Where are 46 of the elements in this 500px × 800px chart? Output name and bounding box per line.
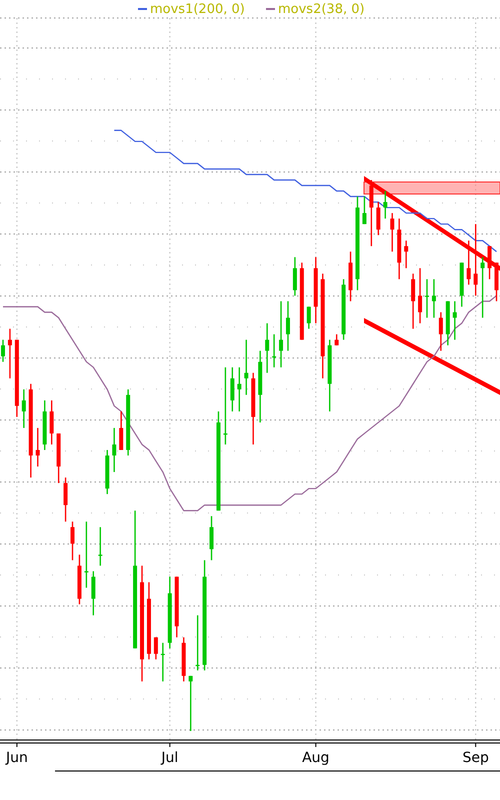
candlestick xyxy=(306,306,311,330)
candlestick xyxy=(22,388,26,429)
candlestick xyxy=(237,366,242,412)
candlestick xyxy=(383,190,388,220)
candlestick xyxy=(474,223,478,296)
candlestick xyxy=(418,268,422,324)
candlestick xyxy=(411,273,416,330)
x-tick-label: Jun xyxy=(4,750,28,766)
x-tick-label: Jul xyxy=(160,750,178,766)
candlestick xyxy=(64,476,68,522)
candlestick xyxy=(84,520,88,588)
candlestick xyxy=(438,312,443,352)
legend-label: movs2(38, 0) xyxy=(278,2,365,17)
candlestick xyxy=(265,322,270,374)
candlestick xyxy=(292,256,297,296)
candlestick xyxy=(112,427,116,473)
x-tick-label: Aug xyxy=(302,750,330,766)
candlestick xyxy=(244,339,248,396)
candlestick xyxy=(91,570,96,616)
candlestick xyxy=(286,300,290,352)
candlestick xyxy=(1,339,5,362)
candlestick xyxy=(466,240,471,286)
candlestick xyxy=(334,334,339,346)
candlestick xyxy=(98,526,102,566)
candlestick xyxy=(119,410,124,451)
candlestick xyxy=(452,300,457,340)
candlestick xyxy=(188,675,193,732)
legend-label: movs1(200, 0) xyxy=(150,2,245,17)
candlestick xyxy=(424,278,429,318)
candlestick xyxy=(154,636,158,660)
candlestick xyxy=(50,400,54,446)
candlestick xyxy=(8,328,12,380)
candlestick xyxy=(376,201,380,236)
x-tick-label: Sep xyxy=(462,750,489,766)
candlestick xyxy=(432,278,436,318)
candlestick xyxy=(404,240,408,269)
candlestick xyxy=(36,427,40,468)
candlestick xyxy=(390,212,394,252)
candlestick xyxy=(210,515,214,561)
candlestick xyxy=(480,256,485,318)
candlestick xyxy=(70,520,75,561)
candlestick xyxy=(230,366,234,412)
candlestick xyxy=(369,179,374,247)
candlestick xyxy=(362,196,366,225)
candlestick xyxy=(488,245,492,280)
candlestick xyxy=(279,300,284,368)
